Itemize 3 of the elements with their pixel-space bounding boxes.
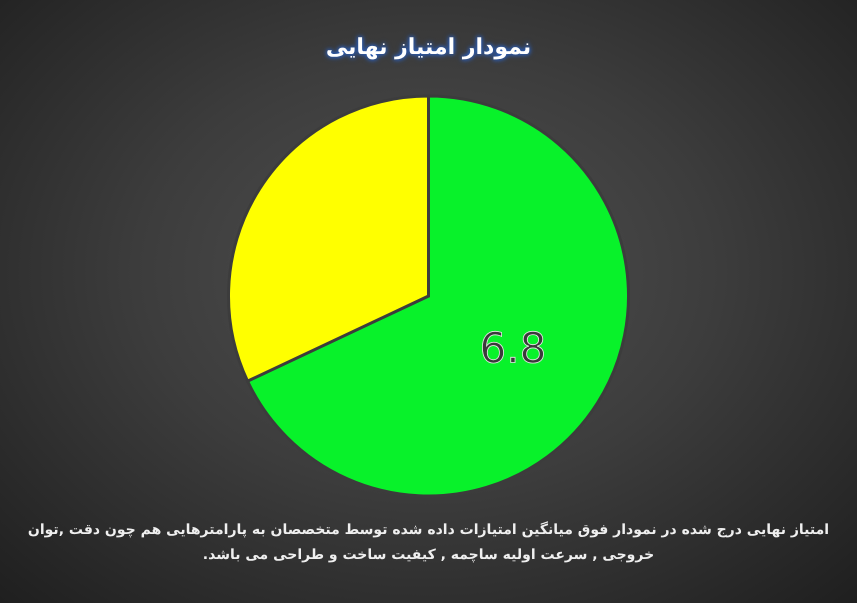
text: امتیاز نهایی درج شده در نمودار فوق میانگین امتیازات داده شده توسط متخصصان به پارامترهایی هم چون دقت ,توان خروجی , سرعت اولیه ساچمه , کیفیت ساخت و طراحی می باشد.: [26, 520, 830, 564]
data-label: 6.8: [480, 324, 546, 373]
chart-title: نمودار امتیاز نهایی: [326, 35, 532, 60]
